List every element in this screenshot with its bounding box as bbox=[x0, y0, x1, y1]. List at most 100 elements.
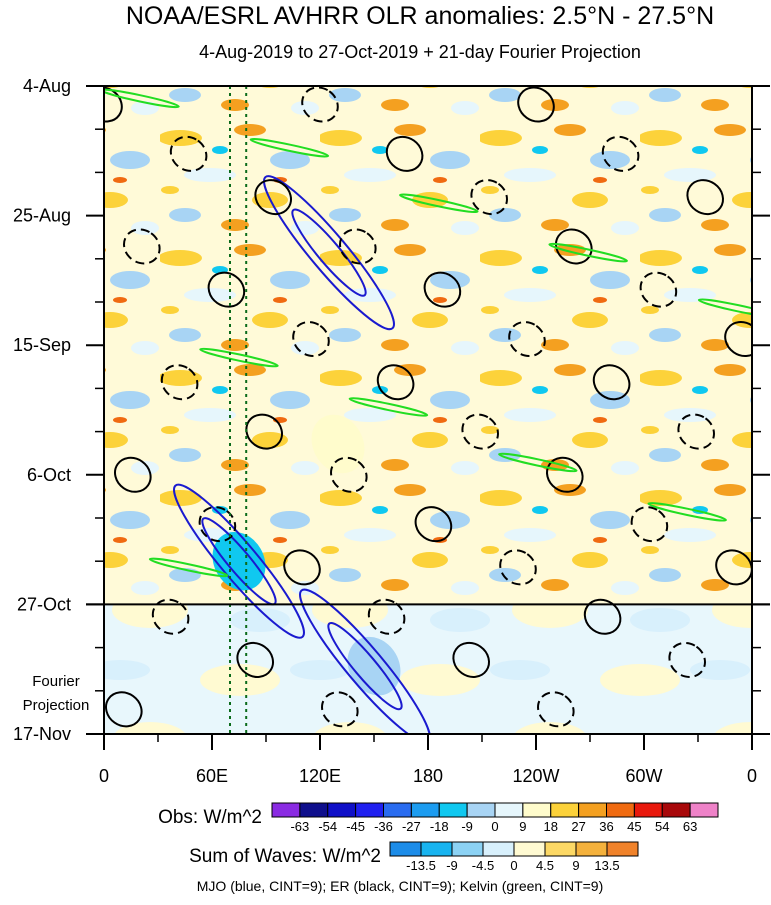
colorbar-swatch bbox=[689, 802, 719, 818]
colorbar-tick-label: -54 bbox=[318, 819, 337, 834]
kelvin-contour bbox=[498, 452, 578, 473]
obs-colorbar-label: Obs: W/m^2 bbox=[158, 807, 262, 828]
mjo-contour-inner bbox=[291, 208, 367, 297]
x-tick-labels: 0 60E 120E 180 120W 60W 0 bbox=[99, 766, 757, 786]
er-contour bbox=[169, 135, 208, 172]
projection-label-line2: Projection bbox=[23, 697, 90, 714]
colorbar-tick-label: 63 bbox=[683, 819, 697, 834]
colorbar-tick-label: -63 bbox=[290, 819, 309, 834]
colorbar-swatch bbox=[513, 841, 546, 857]
anomaly-blob bbox=[347, 636, 401, 696]
colorbar-tick-label: 54 bbox=[655, 819, 669, 834]
er-contour bbox=[452, 641, 490, 678]
kelvin-contour bbox=[249, 137, 330, 158]
er-contour bbox=[686, 179, 724, 216]
colorbar-swatch bbox=[355, 802, 384, 818]
colorbar-swatch bbox=[522, 802, 552, 818]
colorbar-swatch bbox=[438, 802, 468, 818]
er-contour bbox=[207, 271, 246, 308]
er-contour bbox=[423, 271, 462, 308]
colorbar-tick-label: -9 bbox=[446, 858, 458, 873]
y-tick-label: 17-Nov bbox=[13, 724, 71, 744]
colorbar-swatch bbox=[544, 841, 577, 857]
colorbar-tick-label: 0 bbox=[510, 858, 517, 873]
colorbar-tick-label: -27 bbox=[402, 819, 421, 834]
x-tick-label: 0 bbox=[99, 766, 109, 786]
colorbar-swatch bbox=[389, 841, 422, 857]
mjo-contour bbox=[299, 588, 431, 734]
colorbar-swatch bbox=[410, 802, 440, 818]
waves-colorbar-label: Sum of Waves: W/m^2 bbox=[189, 846, 381, 867]
colorbar-swatch bbox=[575, 841, 608, 857]
y-tick-label: 4-Aug bbox=[23, 76, 71, 96]
colorbar-tick-label: -13.5 bbox=[406, 858, 436, 873]
colorbar-swatch bbox=[299, 802, 329, 818]
colorbar-tick-label: 13.5 bbox=[594, 858, 619, 873]
projection-label-line1: Fourier bbox=[32, 673, 80, 690]
obs-colorbar: -63 -54 -45 -36 -27 -18 -9 0 9 18 27 36 45 54 63 bbox=[271, 802, 719, 834]
er-contour bbox=[292, 321, 330, 358]
er-contour bbox=[114, 456, 152, 493]
colorbar-swatch bbox=[578, 802, 607, 818]
x-tick-label: 180 bbox=[413, 766, 443, 786]
colorbar-swatch bbox=[451, 841, 484, 857]
kelvin-contour bbox=[199, 347, 279, 368]
colorbar-tick-label: 9 bbox=[519, 819, 526, 834]
projection-field bbox=[104, 604, 752, 734]
colorbar-swatch bbox=[606, 802, 635, 818]
er-contour bbox=[601, 135, 640, 172]
kelvin-contour bbox=[148, 557, 229, 578]
er-contour bbox=[555, 228, 593, 265]
observed-field bbox=[104, 86, 752, 604]
er-contour bbox=[283, 549, 321, 586]
er-contour bbox=[254, 179, 292, 216]
colorbar-swatch bbox=[383, 802, 412, 818]
colorbar-swatch bbox=[466, 802, 496, 818]
colorbar-tick-label: -4.5 bbox=[472, 858, 494, 873]
kelvin-contour bbox=[647, 502, 727, 522]
y-tick-label: 27-Oct bbox=[17, 594, 71, 614]
x-tick-label: 60E bbox=[196, 766, 228, 786]
er-contour bbox=[537, 691, 575, 728]
kelvin-contour bbox=[697, 298, 752, 318]
er-contour bbox=[499, 549, 537, 586]
er-contour bbox=[470, 179, 508, 216]
colorbar-swatch bbox=[606, 841, 639, 857]
y-tick-label: 15-Sep bbox=[13, 335, 71, 355]
colorbar-tick-label: -45 bbox=[346, 819, 365, 834]
colorbar-swatch bbox=[661, 802, 691, 818]
colorbar-swatch bbox=[271, 802, 301, 818]
footer-legend: MJO (blue, CINT=9); ER (black, CINT=9); … bbox=[197, 878, 604, 894]
er-contour bbox=[105, 691, 143, 728]
er-contour bbox=[198, 506, 237, 543]
x-tick-label: 120E bbox=[299, 766, 341, 786]
chart-title: NOAA/ESRL AVHRR OLR anomalies: 2.5°N - 2… bbox=[126, 2, 714, 30]
x-tick-label: 60W bbox=[625, 766, 662, 786]
colorbar-tick-label: 45 bbox=[627, 819, 641, 834]
er-contour bbox=[715, 549, 752, 586]
colorbar-swatch bbox=[482, 841, 515, 857]
er-contour bbox=[461, 413, 499, 450]
er-contour bbox=[321, 691, 359, 728]
er-contour bbox=[630, 506, 669, 543]
er-contour bbox=[376, 364, 415, 401]
colorbar-swatch bbox=[633, 802, 663, 818]
kelvin-contour bbox=[348, 397, 429, 417]
er-contour bbox=[508, 321, 546, 358]
colorbar-swatch bbox=[420, 841, 453, 857]
er-contour bbox=[385, 135, 424, 172]
colorbar-tick-label: -18 bbox=[430, 819, 449, 834]
er-contour bbox=[639, 271, 678, 308]
er-contour bbox=[330, 456, 368, 493]
kelvin-contour bbox=[399, 193, 479, 214]
axis-ticks bbox=[86, 85, 770, 750]
y-tick-label: 25-Aug bbox=[13, 206, 71, 226]
colorbar-tick-label: 9 bbox=[572, 858, 579, 873]
kelvin-contour bbox=[104, 88, 180, 109]
er-contour bbox=[160, 364, 199, 401]
er-contour bbox=[724, 321, 752, 358]
colorbar-tick-label: 18 bbox=[544, 819, 558, 834]
colorbar-swatch bbox=[494, 802, 524, 818]
er-contour bbox=[677, 413, 715, 450]
